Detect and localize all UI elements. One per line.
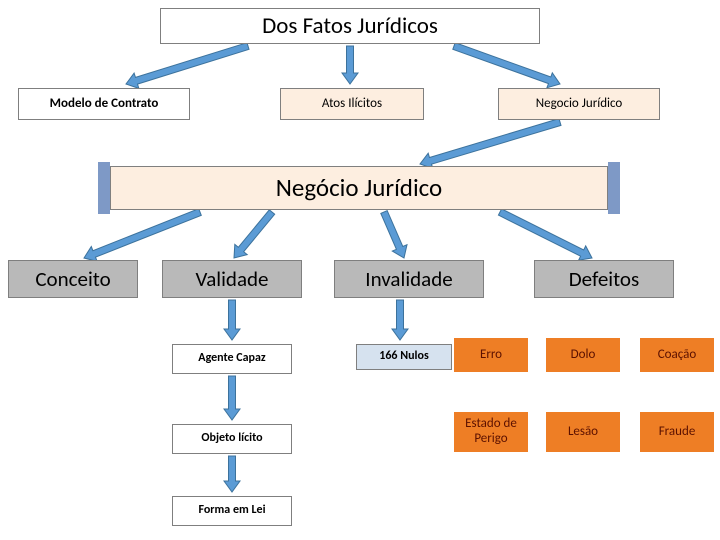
section-section: Negócio Jurídico (110, 166, 608, 210)
vbarR (608, 162, 620, 214)
arrow-a9 (224, 300, 240, 340)
defeito-erro-label: Erro (480, 348, 502, 363)
arrow-a3 (453, 43, 560, 88)
row1-atos-label: Atos Ilícitos (322, 97, 382, 112)
defeito-dolo: Dolo (546, 338, 620, 372)
validade-objeto-label: Objeto lícito (201, 432, 262, 446)
defeito-fraude-label: Fraude (659, 425, 696, 440)
arrow-a2 (342, 46, 358, 84)
arrow-a8 (498, 209, 592, 260)
row1-negocio: Negocio Jurídico (498, 88, 660, 120)
validade-agente-label: Agente Capaz (198, 352, 265, 366)
row1-atos: Atos Ilícitos (280, 88, 424, 120)
defeito-coacao-label: Coação (658, 348, 697, 363)
arrow-a11 (224, 376, 240, 420)
validade-agente: Agente Capaz (172, 344, 292, 374)
defeito-estado-label: Estado de Perigo (465, 417, 517, 447)
validade-forma-label: Forma em Lei (198, 504, 265, 518)
row1-modelo: Modelo de Contrato (18, 88, 190, 120)
row1-modelo-label: Modelo de Contrato (50, 97, 159, 112)
row2-invalidade: Invalidade (334, 260, 484, 298)
row2-validade: Validade (162, 260, 302, 298)
defeito-erro: Erro (454, 338, 528, 372)
defeito-dolo-label: Dolo (571, 348, 596, 363)
title-title-label: Dos Fatos Jurídicos (262, 13, 438, 39)
arrow-a1 (126, 43, 249, 89)
row2-defeitos-label: Defeitos (569, 267, 639, 291)
validade-objeto: Objeto lícito (172, 424, 292, 454)
row2-validade-label: Validade (195, 267, 268, 291)
row2-defeitos: Defeitos (534, 260, 674, 298)
arrow-a12 (224, 456, 240, 492)
row1-negocio-label: Negocio Jurídico (536, 97, 623, 112)
defeito-fraude: Fraude (640, 412, 714, 452)
arrow-a5 (84, 209, 201, 262)
section-section-label: Negócio Jurídico (276, 174, 442, 203)
arrow-a10 (392, 300, 408, 340)
vbarL (98, 162, 110, 214)
defeito-estado: Estado de Perigo (454, 412, 528, 452)
defeito-coacao: Coação (640, 338, 714, 372)
row2-conceito: Conceito (8, 260, 138, 298)
invalidade-nulos-label: 166 Nulos (379, 350, 429, 364)
title-title: Dos Fatos Jurídicos (160, 8, 540, 44)
defeito-lesao-label: Lesão (568, 425, 598, 440)
arrow-a6 (234, 210, 275, 258)
validade-forma: Forma em Lei (172, 496, 292, 526)
invalidade-nulos: 166 Nulos (356, 344, 452, 370)
arrow-a7 (381, 211, 407, 258)
row2-conceito-label: Conceito (35, 267, 110, 291)
defeito-lesao: Lesão (546, 412, 620, 452)
row2-invalidade-label: Invalidade (365, 267, 452, 291)
arrow-a4 (420, 119, 561, 169)
